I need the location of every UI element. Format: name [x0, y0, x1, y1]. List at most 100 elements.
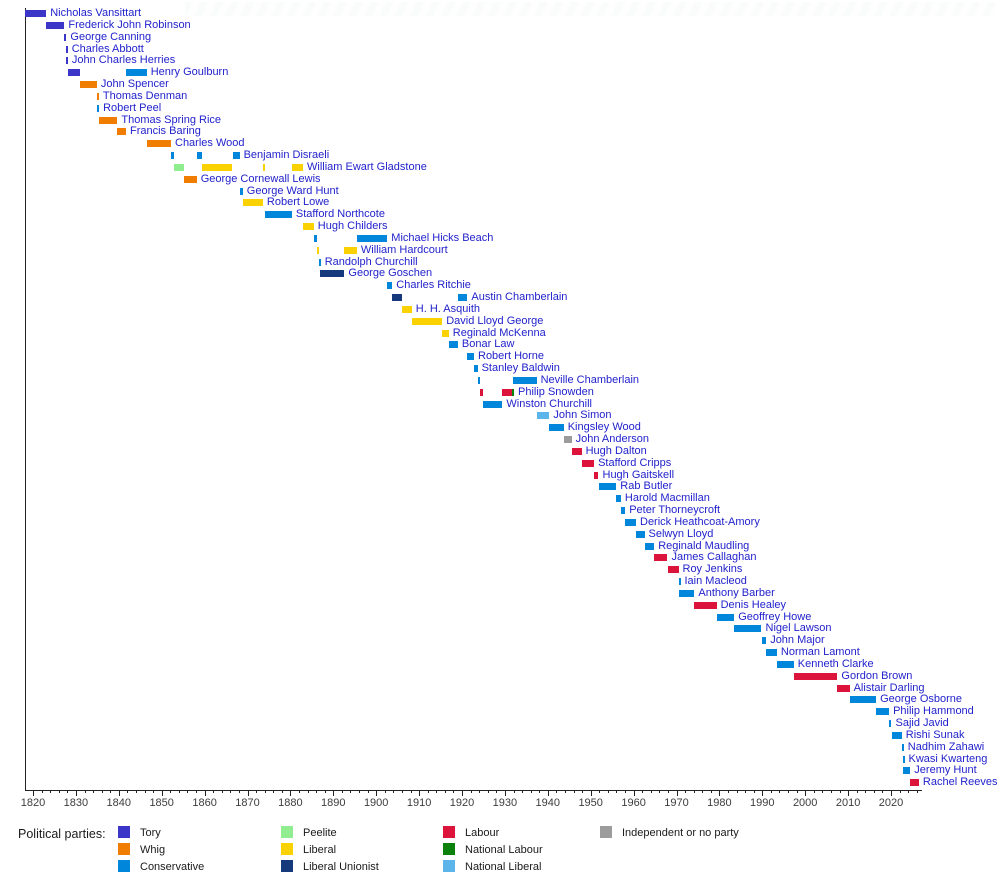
- person-label: Robert Peel: [103, 101, 162, 114]
- person-label: Iain Macleod: [684, 575, 747, 588]
- axis-tick-minor: [556, 790, 558, 793]
- legend-label-liberal: Liberal: [303, 844, 337, 856]
- timeline-bar: [536, 412, 550, 420]
- timeline-bar: [616, 495, 621, 503]
- axis-tick-minor: [350, 790, 352, 793]
- timeline-bar: [902, 767, 911, 775]
- x-axis-line: [25, 790, 922, 791]
- timeline-bar: [889, 720, 892, 728]
- timeline-bar: [318, 258, 321, 266]
- axis-tick-major: [891, 790, 892, 796]
- axis-tick-minor: [822, 790, 824, 793]
- axis-tick-major: [75, 790, 77, 796]
- axis-tick-label: 2000: [792, 797, 818, 809]
- axis-tick-minor: [187, 790, 189, 793]
- person-label: Michael Hicks Beach: [391, 231, 494, 244]
- person-label: Denis Healey: [720, 598, 787, 611]
- legend-label-tory: Tory: [140, 827, 161, 839]
- timeline-bar: [146, 140, 171, 148]
- person-label: James Callaghan: [671, 551, 757, 564]
- person-label: Randolph Churchill: [324, 255, 418, 268]
- timeline-bar: [581, 459, 595, 467]
- legend-label-national-liberal: National Liberal: [465, 861, 542, 873]
- axis-tick-minor: [67, 790, 69, 793]
- axis-tick-minor: [702, 790, 704, 793]
- person-label: Nicholas Vansittart: [50, 7, 142, 19]
- legend-label-national-labour: National Labour: [465, 844, 543, 856]
- axis-tick-major: [590, 790, 592, 796]
- timeline-bar: [563, 436, 572, 444]
- timeline-bar: [477, 376, 480, 384]
- axis-tick-minor: [238, 790, 240, 793]
- legend-label-independent-or-no-party: Independent or no party: [622, 827, 739, 839]
- axis-tick-label: 1890: [321, 797, 346, 809]
- person-label: Charles Abbott: [71, 42, 144, 55]
- axis-tick-minor: [813, 790, 815, 793]
- timeline-bar: [849, 696, 877, 704]
- axis-tick-major: [547, 790, 549, 796]
- person-label: Harold Macmillan: [624, 492, 710, 505]
- axis-tick-minor: [324, 790, 326, 793]
- legend-label-conservative: Conservative: [140, 861, 205, 873]
- axis-tick-major: [376, 790, 378, 796]
- timeline-bar: [64, 33, 67, 41]
- person-label: Rishi Sunak: [905, 728, 965, 741]
- axis-tick-minor: [693, 790, 695, 793]
- axis-tick-minor: [908, 790, 910, 793]
- axis-tick-minor: [487, 790, 489, 793]
- axis-tick-minor: [307, 790, 309, 793]
- axis-tick-minor: [281, 790, 283, 793]
- axis-tick-minor: [882, 790, 884, 793]
- person-label: Rachel Reeves: [922, 776, 998, 789]
- axis-tick-minor: [496, 790, 498, 793]
- legend-label-peelite: Peelite: [303, 827, 337, 839]
- person-label: Austin Chamberlain: [471, 291, 568, 303]
- axis-tick-minor: [213, 790, 215, 793]
- timeline-bar: [598, 483, 617, 491]
- person-label: Geoffrey Howe: [738, 610, 812, 623]
- timeline-bar: [242, 199, 263, 207]
- person-label: Nigel Lawson: [765, 622, 832, 635]
- axis-tick-minor: [830, 790, 832, 793]
- axis-tick-minor: [50, 790, 52, 793]
- axis-tick-label: 1850: [149, 797, 174, 809]
- person-label: George Ward Hunt: [246, 184, 339, 197]
- axis-tick-minor: [582, 790, 584, 793]
- axis-tick-minor: [779, 790, 781, 793]
- axis-tick-label: 1970: [664, 797, 689, 809]
- axis-tick-minor: [916, 790, 918, 793]
- timeline-bar: [65, 57, 68, 65]
- axis-tick-minor: [170, 790, 172, 793]
- person-label: Peter Thorneycroft: [629, 504, 721, 517]
- person-label: Reginald Maudling: [658, 539, 750, 552]
- timeline-bar: [457, 294, 468, 301]
- person-label: David Lloyd George: [446, 314, 544, 327]
- person-label: Kenneth Clarke: [797, 657, 874, 670]
- axis-tick-major: [419, 790, 421, 796]
- person-label: John Major: [770, 634, 825, 647]
- axis-tick-minor: [264, 790, 266, 793]
- person-label: George Goschen: [348, 267, 433, 280]
- timeline-bar: [474, 365, 478, 373]
- axis-tick-minor: [153, 790, 155, 793]
- legend-label-labour: Labour: [465, 827, 500, 839]
- watermark-strip: [185, 2, 995, 16]
- timeline-bar: [571, 447, 582, 455]
- timeline-bar: [734, 625, 762, 633]
- timeline-bar: [117, 128, 126, 136]
- person-label: H. H. Asquith: [415, 302, 480, 315]
- axis-tick-label: 2010: [835, 797, 861, 809]
- person-label: Francis Baring: [130, 125, 201, 138]
- axis-tick-major: [333, 790, 335, 796]
- axis-tick-minor: [659, 790, 661, 793]
- axis-tick-minor: [221, 790, 223, 793]
- axis-tick-minor: [607, 790, 609, 793]
- axis-tick-minor: [58, 790, 60, 793]
- person-label: Derick Heathcoat-Amory: [640, 515, 760, 528]
- axis-tick-label: 2020: [878, 797, 904, 809]
- axis-tick-major: [33, 790, 34, 796]
- axis-tick-minor: [573, 790, 575, 793]
- axis-tick-label: 1860: [192, 797, 217, 809]
- axis-tick-minor: [513, 790, 515, 793]
